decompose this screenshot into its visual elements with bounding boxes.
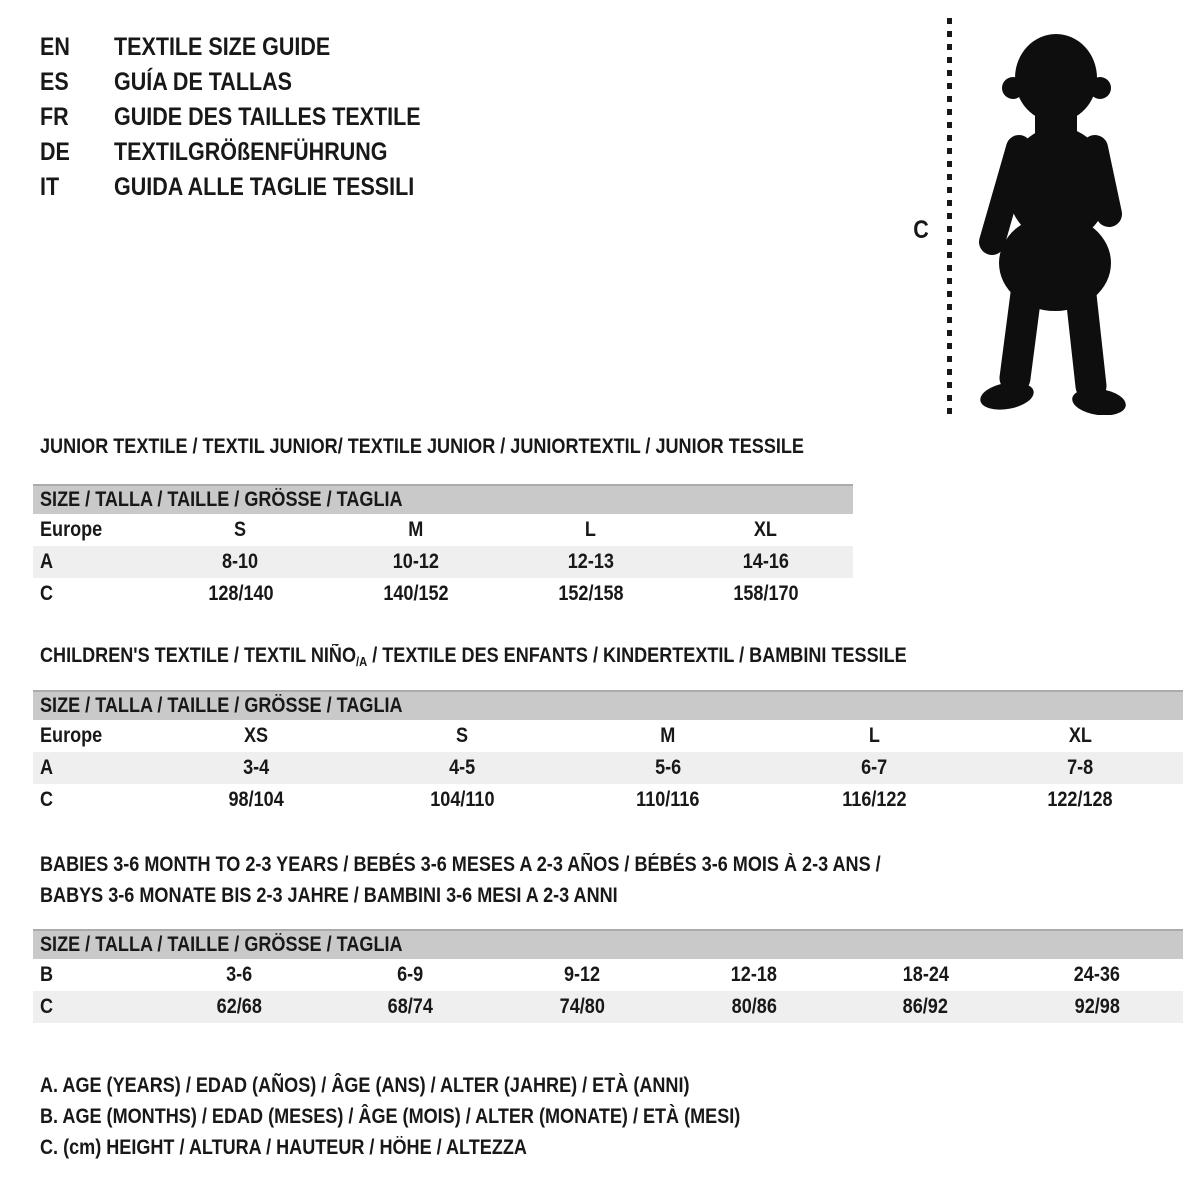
age-value: 10-12 <box>392 550 439 573</box>
size-header-bar: SIZE / TALLA / TAILLE / GRÖSSE / TAGLIA <box>33 929 1183 959</box>
row-label: B <box>40 963 54 986</box>
size-value: L <box>584 518 597 541</box>
size-value: XS <box>243 724 269 747</box>
age-value: 5-6 <box>654 756 682 779</box>
height-value: 128/140 <box>207 582 274 605</box>
row-label: A <box>40 756 54 779</box>
legend-age-months: B. AGE (MONTHS) / EDAD (MESES) / ÂGE (MO… <box>40 1105 741 1128</box>
language-header: EN TEXTILE SIZE GUIDE ES GUÍA DE TALLAS … <box>40 30 471 205</box>
height-value: 92/98 <box>1074 995 1120 1018</box>
language-code: IT <box>40 173 60 201</box>
age-months-value: 3-6 <box>225 963 252 986</box>
height-measure-dotted-line <box>947 18 952 415</box>
height-value: 98/104 <box>228 788 284 811</box>
babies-size-table: SIZE / TALLA / TAILLE / GRÖSSE / TAGLIA … <box>33 929 1183 1023</box>
guide-title-it: GUIDA ALLE TAGLIE TESSILI <box>114 173 415 201</box>
nino-a-subscript: /A <box>356 654 368 669</box>
height-value: 116/122 <box>841 788 907 811</box>
size-header-label: SIZE / TALLA / TAILLE / GRÖSSE / TAGLIA <box>40 933 403 956</box>
language-row-fr: FR GUIDE DES TAILLES TEXTILE <box>40 100 471 135</box>
row-label: C <box>40 788 54 811</box>
guide-title-es: GUÍA DE TALLAS <box>114 68 292 96</box>
height-value: 104/110 <box>429 788 495 811</box>
language-row-it: IT GUIDA ALLE TAGLIE TESSILI <box>40 170 471 205</box>
height-value: 152/158 <box>557 582 624 605</box>
language-row-es: ES GUÍA DE TALLAS <box>40 65 471 100</box>
height-value: 74/80 <box>559 995 605 1018</box>
language-code: DE <box>40 138 70 166</box>
legend-height-cm: C. (cm) HEIGHT / ALTURA / HAUTEUR / HÖHE… <box>40 1136 527 1159</box>
size-value: S <box>455 724 469 747</box>
height-value: 86/92 <box>902 995 949 1018</box>
table-row-europe: Europe XS S M L XL <box>33 720 1183 752</box>
age-months-value: 12-18 <box>730 963 777 986</box>
height-measure-label: C <box>913 216 929 244</box>
height-value: 158/170 <box>732 582 799 605</box>
size-value: M <box>660 724 676 747</box>
age-months-value: 24-36 <box>1074 963 1121 986</box>
size-value: XL <box>1068 724 1092 747</box>
babies-section-title-line1: BABIES 3-6 MONTH TO 2-3 YEARS / BEBÉS 3-… <box>40 853 881 876</box>
row-label: Europe <box>40 518 103 541</box>
height-value: 62/68 <box>216 995 262 1018</box>
table-row-europe: Europe S M L XL <box>33 514 853 546</box>
age-value: 7-8 <box>1066 756 1094 779</box>
legend-age-years: A. AGE (YEARS) / EDAD (AÑOS) / ÂGE (ANS)… <box>40 1074 690 1097</box>
guide-title-fr: GUIDE DES TAILLES TEXTILE <box>114 103 421 131</box>
language-code: ES <box>40 68 69 96</box>
height-value: 80/86 <box>731 995 777 1018</box>
language-row-en: EN TEXTILE SIZE GUIDE <box>40 30 471 65</box>
height-value: 110/116 <box>636 788 700 811</box>
age-value: 6-7 <box>860 756 888 779</box>
row-label: C <box>40 995 54 1018</box>
row-label: A <box>40 550 54 573</box>
row-label: Europe <box>40 724 103 747</box>
language-row-de: DE TEXTILGRÖßENFÜHRUNG <box>40 135 471 170</box>
height-value: 122/128 <box>1047 788 1113 811</box>
language-code: FR <box>40 103 69 131</box>
age-months-value: 9-12 <box>564 963 601 986</box>
junior-section-title: JUNIOR TEXTILE / TEXTIL JUNIOR/ TEXTILE … <box>40 435 804 458</box>
age-value: 12-13 <box>567 550 614 573</box>
junior-size-table: SIZE / TALLA / TAILLE / GRÖSSE / TAGLIA … <box>33 484 853 610</box>
age-value: 14-16 <box>742 550 789 573</box>
row-label: C <box>40 582 54 605</box>
size-header-bar: SIZE / TALLA / TAILLE / GRÖSSE / TAGLIA <box>33 690 1183 720</box>
children-section-title: CHILDREN'S TEXTILE / TEXTIL NIÑO/A / TEX… <box>40 644 907 670</box>
age-value: 8-10 <box>222 550 259 573</box>
age-months-value: 6-9 <box>397 963 424 986</box>
table-row-height-cm: C 98/104 104/110 110/116 116/122 122/128 <box>33 784 1183 816</box>
size-value: L <box>868 724 880 747</box>
children-size-table: SIZE / TALLA / TAILLE / GRÖSSE / TAGLIA … <box>33 690 1183 816</box>
babies-section-title-line2: BABYS 3-6 MONATE BIS 2-3 JAHRE / BAMBINI… <box>40 884 618 907</box>
size-value: S <box>234 518 247 541</box>
guide-title-de: TEXTILGRÖßENFÜHRUNG <box>114 138 388 166</box>
guide-title-en: TEXTILE SIZE GUIDE <box>114 33 331 61</box>
table-row-height-cm: C 128/140 140/152 152/158 158/170 <box>33 578 853 610</box>
age-months-value: 18-24 <box>902 963 949 986</box>
language-code: EN <box>40 33 70 61</box>
size-header-label: SIZE / TALLA / TAILLE / GRÖSSE / TAGLIA <box>40 488 403 511</box>
age-value: 4-5 <box>448 756 476 779</box>
height-value: 68/74 <box>387 995 434 1018</box>
size-value: XL <box>753 518 778 541</box>
table-row-age-years: A 3-4 4-5 5-6 6-7 7-8 <box>33 752 1183 784</box>
size-header-label: SIZE / TALLA / TAILLE / GRÖSSE / TAGLIA <box>40 694 403 717</box>
age-value: 3-4 <box>242 756 270 779</box>
table-row-height-cm: C 62/68 68/74 74/80 80/86 86/92 92/98 <box>33 991 1183 1023</box>
height-value: 140/152 <box>382 582 449 605</box>
table-row-age-months: B 3-6 6-9 9-12 12-18 18-24 24-36 <box>33 959 1183 991</box>
size-header-bar: SIZE / TALLA / TAILLE / GRÖSSE / TAGLIA <box>33 484 853 514</box>
table-row-age-years: A 8-10 10-12 12-13 14-16 <box>33 546 853 578</box>
baby-silhouette-image <box>979 34 1126 415</box>
size-value: M <box>407 518 424 541</box>
